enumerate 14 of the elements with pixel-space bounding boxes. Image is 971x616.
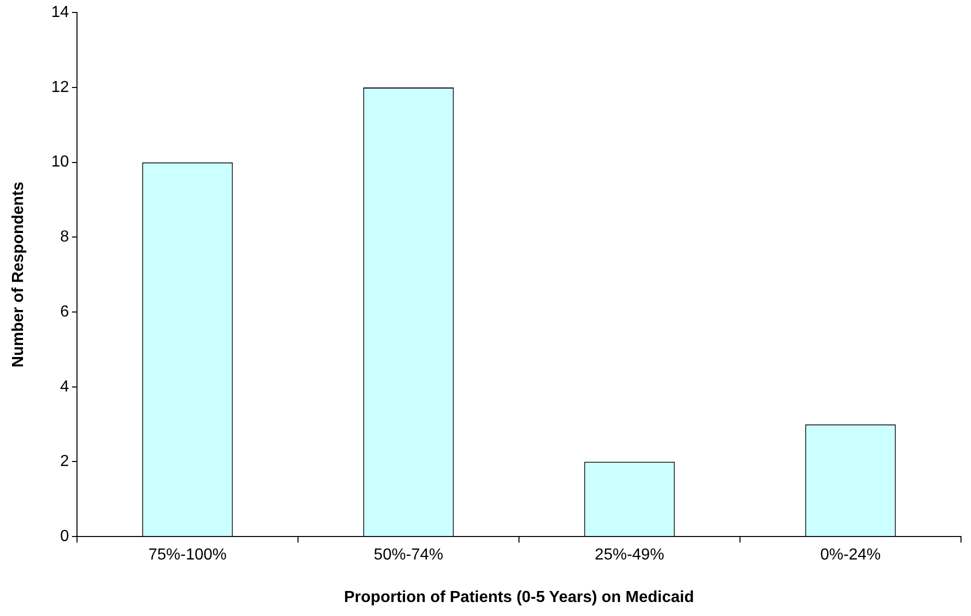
y-tick-label: 14 xyxy=(51,4,70,22)
y-axis-title: Number of Respondents xyxy=(10,182,28,368)
x-tick-label: 0%-24% xyxy=(820,546,881,564)
y-tick-label: 4 xyxy=(60,378,70,396)
y-tick-label: 0 xyxy=(60,528,70,546)
y-tick-label: 6 xyxy=(60,303,70,320)
y-tick-label: 8 xyxy=(60,228,70,246)
x-tick-label: 75%-100% xyxy=(148,546,227,564)
y-tick-label: 2 xyxy=(60,453,70,470)
y-tick-label: 10 xyxy=(51,154,70,171)
x-tick-label: 25%-49% xyxy=(594,546,664,564)
x-axis-title: Proportion of Patients (0-5 Years) on Medicaid xyxy=(344,588,694,606)
x-tick-label: 50%-74% xyxy=(374,546,444,564)
y-tick-label: 12 xyxy=(51,78,70,96)
